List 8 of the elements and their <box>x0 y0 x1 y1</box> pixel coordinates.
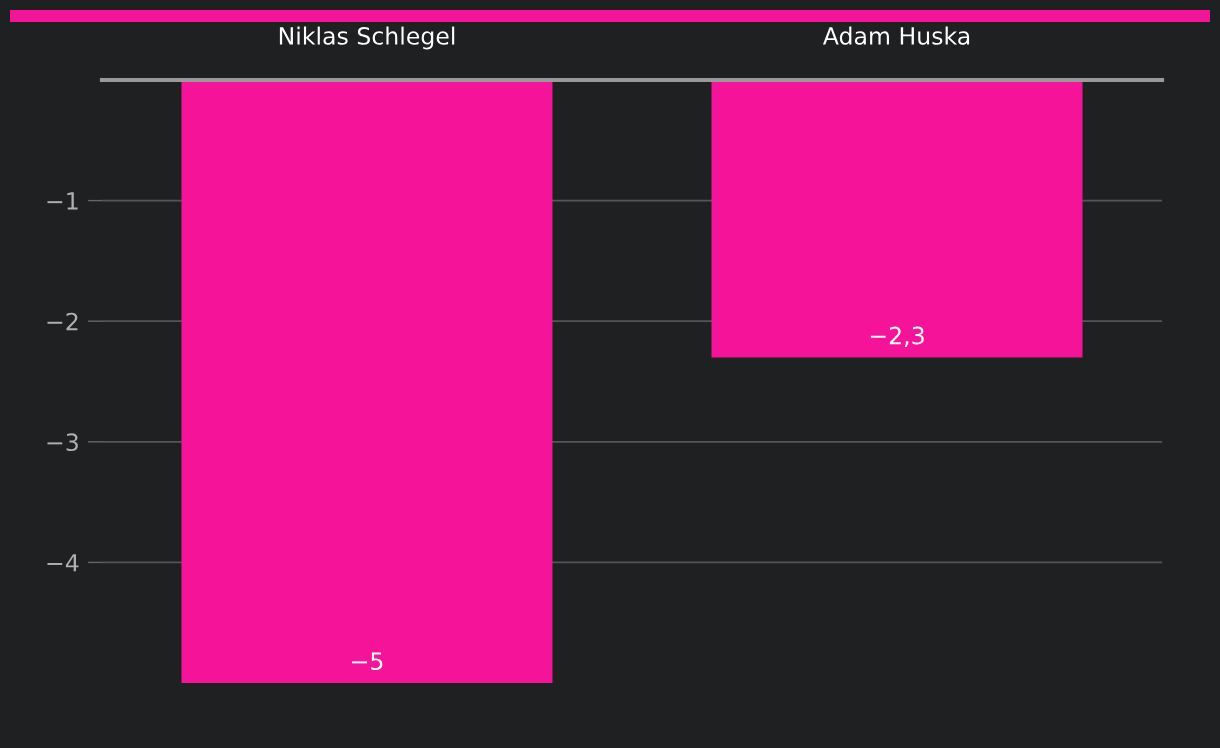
y-tick-label: −4 <box>47 554 79 572</box>
y-tick-label: −1 <box>47 192 78 210</box>
x-tick-label: Adam Huska <box>822 26 970 45</box>
data-label: −2,3 <box>870 326 924 347</box>
y-tick-label: −2 <box>47 312 78 331</box>
y-tick-label: −3 <box>47 433 78 452</box>
x-tick-label: Niklas Schlegel <box>279 26 455 50</box>
data-label: −5 <box>352 652 383 671</box>
